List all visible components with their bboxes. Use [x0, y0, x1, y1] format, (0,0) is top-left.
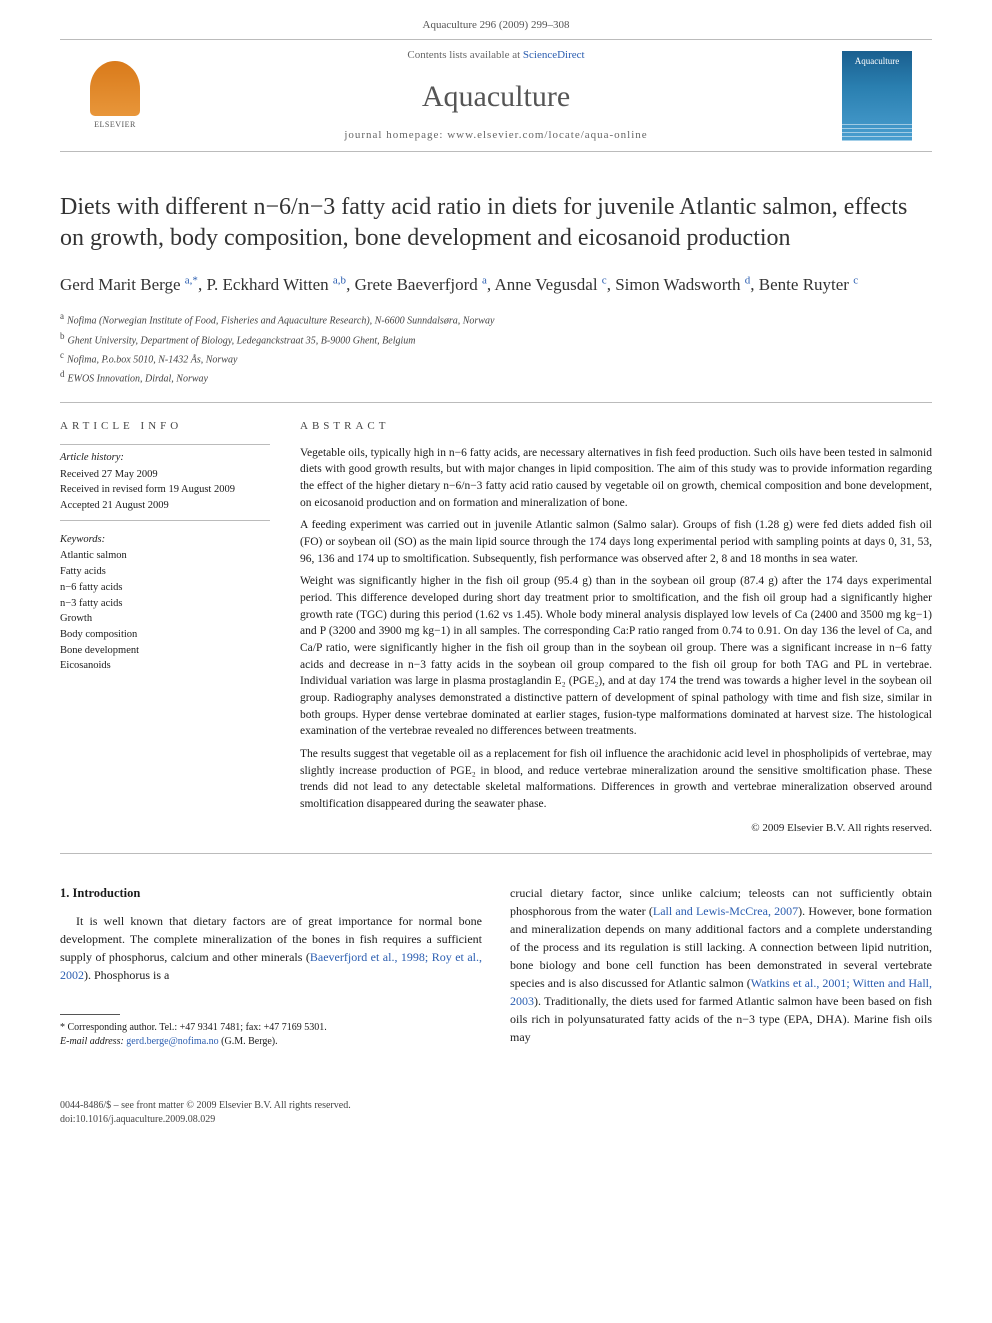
page-footer: 0044-8486/$ – see front matter © 2009 El…: [0, 1079, 992, 1167]
rule: [60, 520, 270, 521]
affil-text: Nofima, P.o.box 5010, N-1432 Ås, Norway: [67, 354, 237, 365]
running-header: Aquaculture 296 (2009) 299–308: [0, 0, 992, 39]
author-name: Anne Vegusdal: [494, 275, 597, 294]
affiliations: aNofima (Norwegian Institute of Food, Fi…: [60, 310, 932, 402]
text-run: ). Traditionally, the diets used for far…: [510, 994, 932, 1044]
column-left: 1. Introduction It is well known that di…: [60, 884, 482, 1050]
email-footnote: E-mail address: gerd.berge@nofima.no (G.…: [60, 1035, 482, 1049]
keyword: Atlantic salmon: [60, 549, 270, 564]
sciencedirect-link[interactable]: ScienceDirect: [523, 49, 585, 61]
elsevier-tree-icon: [90, 61, 140, 116]
affil-text: Ghent University, Department of Biology,…: [68, 335, 416, 346]
author-marks: a,b: [333, 274, 346, 286]
author-name: P. Eckhard Witten: [206, 275, 328, 294]
intro-heading: 1. Introduction: [60, 884, 482, 903]
contents-prefix: Contents lists available at: [407, 49, 522, 61]
affil-text: EWOS Innovation, Dirdal, Norway: [68, 374, 208, 385]
authors-line: Gerd Marit Berge a,*, P. Eckhard Witten …: [60, 273, 932, 297]
author-name: Grete Baeverfjord: [355, 275, 478, 294]
abstract-copyright: © 2009 Elsevier B.V. All rights reserved…: [300, 821, 932, 837]
footer-copyright: 0044-8486/$ – see front matter © 2009 El…: [60, 1099, 932, 1113]
article-title: Diets with different n−6/n−3 fatty acid …: [60, 192, 932, 254]
history-item: Received 27 May 2009: [60, 468, 270, 483]
article-info-label: article info: [60, 419, 270, 434]
abstract: abstract Vegetable oils, typically high …: [300, 419, 932, 837]
elsevier-logo: ELSEVIER: [80, 56, 150, 136]
homepage-url: www.elsevier.com/locate/aqua-online: [447, 129, 647, 141]
cover-title: Aquaculture: [842, 55, 912, 68]
cover-waves-icon: [842, 121, 912, 141]
author: Simon Wadsworth d: [615, 275, 750, 294]
journal-cover-thumbnail: Aquaculture: [842, 51, 912, 141]
rule: [60, 444, 270, 445]
keyword: Growth: [60, 612, 270, 627]
email-label: E-mail address:: [60, 1036, 124, 1047]
homepage-prefix: journal homepage:: [344, 129, 447, 141]
journal-name: Aquaculture: [150, 76, 842, 118]
abstract-paragraph: Weight was significantly higher in the f…: [300, 573, 932, 740]
affiliation: bGhent University, Department of Biology…: [60, 330, 932, 348]
author: Anne Vegusdal c: [494, 275, 606, 294]
masthead-center: Contents lists available at ScienceDirec…: [150, 48, 842, 143]
keyword: n−6 fatty acids: [60, 581, 270, 596]
abstract-paragraph: Vegetable oils, typically high in n−6 fa…: [300, 445, 932, 512]
keyword: n−3 fatty acids: [60, 597, 270, 612]
article-info: article info Article history: Received 2…: [60, 419, 270, 837]
footnote-rule: [60, 1014, 120, 1015]
author-name: Simon Wadsworth: [615, 275, 740, 294]
affil-mark: d: [60, 369, 65, 379]
email-link[interactable]: gerd.berge@nofima.no: [126, 1036, 218, 1047]
body-paragraph: It is well known that dietary factors ar…: [60, 912, 482, 984]
text-run: ). Phosphorus is a: [84, 968, 169, 982]
footer-doi: doi:10.1016/j.aquaculture.2009.08.029: [60, 1113, 932, 1127]
citation-link[interactable]: Lall and Lewis-McCrea, 2007: [653, 904, 798, 918]
corresponding-author-footnote: * Corresponding author. Tel.: +47 9341 7…: [60, 1021, 482, 1035]
abstract-label: abstract: [300, 419, 932, 435]
affiliation: aNofima (Norwegian Institute of Food, Fi…: [60, 310, 932, 328]
affil-mark: a: [60, 311, 64, 321]
keyword: Bone development: [60, 644, 270, 659]
author: Gerd Marit Berge a,*: [60, 275, 198, 294]
journal-homepage-line: journal homepage: www.elsevier.com/locat…: [150, 128, 842, 143]
history-item: Received in revised form 19 August 2009: [60, 483, 270, 498]
author-name: Bente Ruyter: [759, 275, 849, 294]
body-paragraph: crucial dietary factor, since unlike cal…: [510, 884, 932, 1046]
keyword: Fatty acids: [60, 565, 270, 580]
affil-mark: c: [60, 350, 64, 360]
history-label: Article history:: [60, 451, 270, 466]
body-columns: 1. Introduction It is well known that di…: [60, 884, 932, 1050]
article: Diets with different n−6/n−3 fatty acid …: [0, 172, 992, 1079]
keywords-label: Keywords:: [60, 533, 270, 548]
keyword: Body composition: [60, 628, 270, 643]
contents-available-line: Contents lists available at ScienceDirec…: [150, 48, 842, 63]
email-author-name: (G.M. Berge).: [221, 1036, 277, 1047]
author-marks: c: [853, 274, 858, 286]
author: P. Eckhard Witten a,b: [206, 275, 346, 294]
affil-mark: b: [60, 331, 65, 341]
masthead: ELSEVIER Contents lists available at Sci…: [60, 39, 932, 152]
abstract-paragraph: The results suggest that vegetable oil a…: [300, 746, 932, 813]
abstract-paragraph: A feeding experiment was carried out in …: [300, 517, 932, 567]
author-marks: a,*: [185, 274, 198, 286]
affiliation: cNofima, P.o.box 5010, N-1432 Ås, Norway: [60, 349, 932, 367]
author-name: Gerd Marit Berge: [60, 275, 181, 294]
column-right: crucial dietary factor, since unlike cal…: [510, 884, 932, 1050]
keyword: Eicosanoids: [60, 659, 270, 674]
affiliation: dEWOS Innovation, Dirdal, Norway: [60, 368, 932, 386]
affil-text: Nofima (Norwegian Institute of Food, Fis…: [67, 316, 494, 327]
history-item: Accepted 21 August 2009: [60, 499, 270, 514]
elsevier-label: ELSEVIER: [94, 119, 136, 130]
author: Bente Ruyter c: [759, 275, 858, 294]
info-abstract-row: article info Article history: Received 2…: [60, 419, 932, 854]
author: Grete Baeverfjord a: [355, 275, 487, 294]
